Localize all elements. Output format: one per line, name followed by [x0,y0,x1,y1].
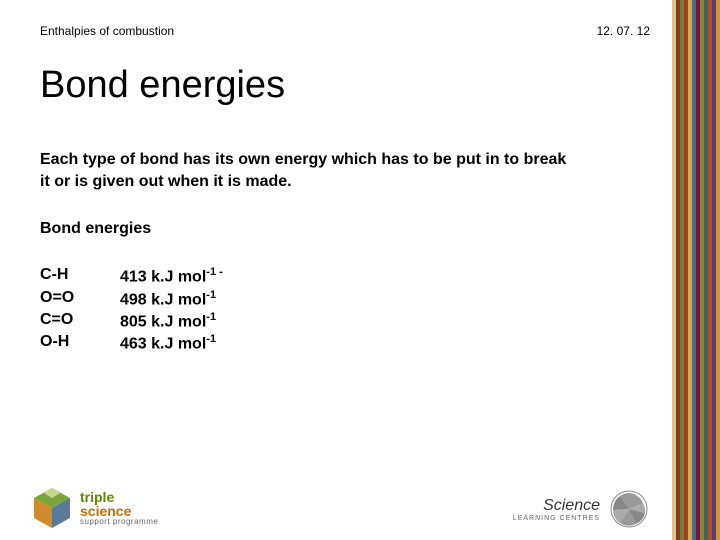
date-label: 12. 07. 12 [597,24,650,38]
logo-line3: support programme [80,518,158,526]
shell-icon [608,488,650,530]
bond-label: O=O [40,289,120,309]
intro-text: Each type of bond has its own energy whi… [40,149,580,192]
bond-label: C=O [40,311,120,331]
decorative-stripes [672,0,720,540]
bond-label: O-H [40,333,120,353]
slc-line1: Science [513,497,600,515]
bond-row: C=O805 k.J mol-1 [40,311,650,331]
slide-content: Enthalpies of combustion 12. 07. 12 Bond… [40,24,650,356]
slc-text: Science LEARNING CENTRES [513,497,600,522]
bond-row: O-H463 k.J mol-1 [40,333,650,353]
exponent: -1 [206,311,216,323]
bond-row: O=O498 k.J mol-1 [40,289,650,309]
bond-row: C-H413 k.J mol-1 - [40,266,650,286]
slc-line2: LEARNING CENTRES [513,515,600,522]
bond-value: 498 k.J mol-1 [120,289,216,309]
exponent: -1 - [206,266,223,278]
triple-science-logo: triple science support programme [30,486,158,530]
bond-label: C-H [40,266,120,286]
header-row: Enthalpies of combustion 12. 07. 12 [40,24,650,38]
bond-energy-list: C-H413 k.J mol-1 -O=O498 k.J mol-1C=O805… [40,266,650,353]
topic-label: Enthalpies of combustion [40,24,174,38]
triple-science-text: triple science support programme [80,490,158,526]
stripe [716,0,720,540]
bond-value: 805 k.J mol-1 [120,311,216,331]
exponent: -1 [206,333,216,345]
footer-logos: triple science support programme Science… [30,486,650,530]
page-title: Bond energies [40,64,650,107]
logo-line2: science [80,504,158,518]
logo-line1: triple [80,490,158,504]
bond-value: 413 k.J mol-1 - [120,266,223,286]
subheading: Bond energies [40,220,650,238]
bond-value: 463 k.J mol-1 [120,333,216,353]
exponent: -1 [206,289,216,301]
cube-icon [30,486,74,530]
science-learning-centres-logo: Science LEARNING CENTRES [513,488,650,530]
